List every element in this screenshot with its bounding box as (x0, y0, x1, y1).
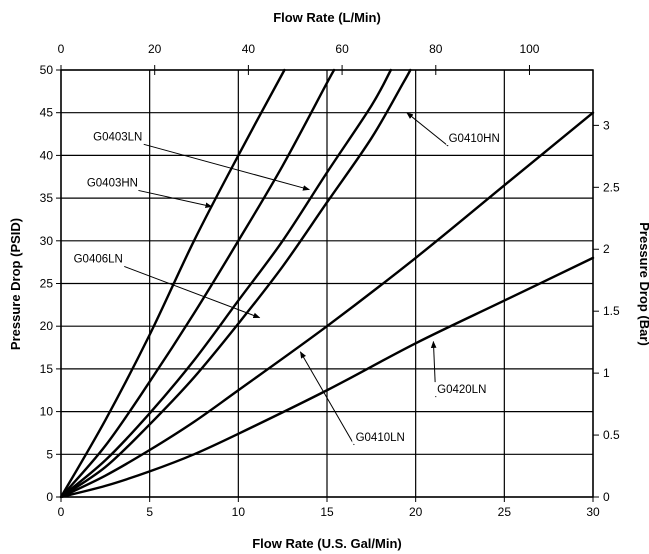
series-line-g0410ln (59, 111, 595, 499)
annotation-arrow (124, 265, 261, 319)
annotation-label: G0403HN (87, 177, 138, 189)
y2-tick-label: 2.5 (603, 180, 620, 194)
x2-tick-label: 40 (242, 42, 256, 56)
y2-tick-label: 2 (603, 242, 610, 256)
series-line-g0406ln (59, 68, 393, 499)
annotation-label-bg (433, 382, 490, 397)
annotation-label: G0420LN (437, 384, 486, 396)
x-tick-label: 25 (498, 505, 512, 519)
annotation-label: G0403LN (93, 131, 142, 143)
x2-tick-label: 60 (335, 42, 349, 56)
y-tick-label: 25 (40, 277, 54, 291)
series-line-g0403ln (59, 68, 336, 499)
x-tick-label: 30 (586, 505, 600, 519)
x-tick-label: 20 (409, 505, 423, 519)
y-tick-label: 5 (46, 447, 53, 461)
annotation-label-bg (89, 129, 146, 144)
y-tick-label: 0 (46, 490, 53, 504)
x-axis-title: Flow Rate (U.S. Gal/Min) (252, 536, 402, 551)
x2-tick-label: 0 (58, 42, 65, 56)
annotation-arrow (143, 143, 310, 191)
annotation-label-bg (84, 175, 141, 190)
y-tick-label: 10 (40, 405, 54, 419)
x2-tick-label: 80 (429, 42, 443, 56)
annotation-label-bg (446, 131, 503, 146)
y-tick-label: 50 (40, 63, 54, 77)
x-tick-label: 5 (146, 505, 153, 519)
y2-tick-label: 3 (603, 118, 610, 132)
y-tick-label: 35 (40, 191, 54, 205)
y-tick-label: 15 (40, 362, 54, 376)
annotation-label-bg (352, 429, 409, 444)
y-tick-label: 20 (40, 319, 54, 333)
annotation-arrow (299, 351, 355, 446)
annotation-label-bg (70, 251, 127, 266)
y-axis-title: Pressure Drop (PSID) (8, 218, 23, 350)
x-tick-label: 0 (58, 505, 65, 519)
x2-tick-label: 100 (519, 42, 539, 56)
y-tick-label: 45 (40, 106, 54, 120)
series-lines (59, 68, 595, 499)
annotation-label: G0410HN (449, 133, 500, 145)
x2-axis-title: Flow Rate (L/Min) (273, 10, 381, 25)
x-tick-label: 15 (320, 505, 334, 519)
y2-tick-label: 0 (603, 490, 610, 504)
series-line-g0420ln (59, 256, 595, 499)
series-line-g0403hn (59, 68, 286, 499)
annotations: G0403LN G0403HN G0406LN G0410HN G0410LN G0420… (70, 112, 503, 446)
annotation-label: G0410LN (356, 432, 405, 444)
y-tick-label: 40 (40, 148, 54, 162)
x2-tick-label: 20 (148, 42, 162, 56)
y2-tick-label: 0.5 (603, 428, 620, 442)
annotation-label: G0406LN (74, 253, 123, 265)
series-line-g0410hn (59, 68, 412, 499)
annotation-arrow (406, 112, 449, 147)
y2-tick-label: 1 (603, 366, 610, 380)
x-tick-label: 10 (232, 505, 246, 519)
y2-tick-label: 1.5 (603, 304, 620, 318)
y-tick-label: 30 (40, 234, 54, 248)
annotation-arrow (138, 189, 213, 209)
y2-axis-title: Pressure Drop (Bar) (637, 222, 649, 346)
